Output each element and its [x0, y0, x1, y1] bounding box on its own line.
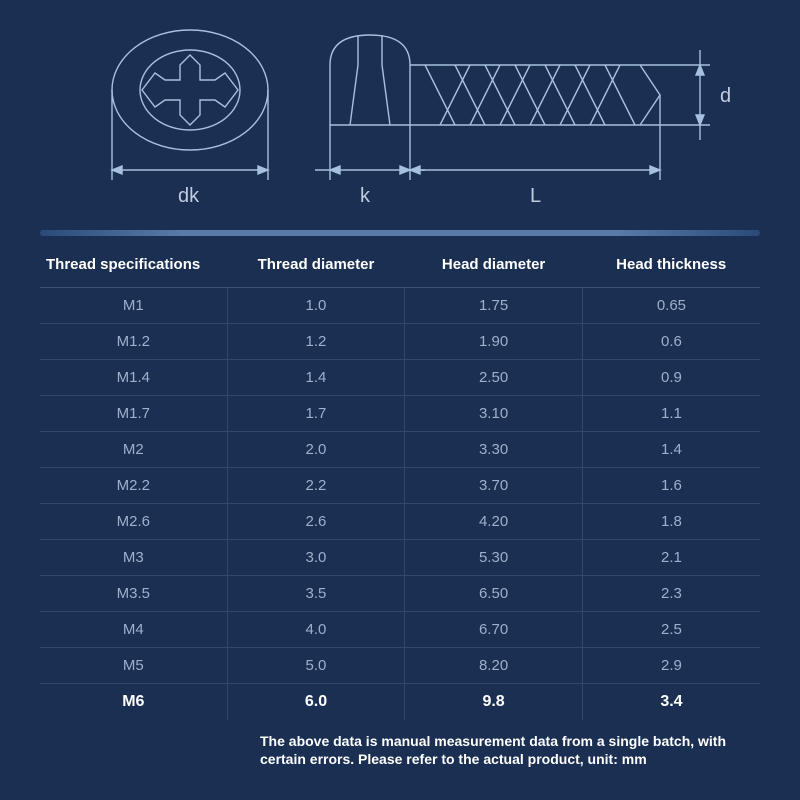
table-cell: 2.5	[582, 612, 760, 648]
table-row: M44.06.702.5	[40, 612, 760, 648]
table-cell: 8.20	[405, 648, 583, 684]
table-cell: 1.8	[582, 504, 760, 540]
col-thread-diameter: Thread diameter	[227, 246, 405, 288]
table-cell: 9.8	[405, 684, 583, 721]
table-cell: 6.50	[405, 576, 583, 612]
col-head-diameter: Head diameter	[405, 246, 583, 288]
table-row: M33.05.302.1	[40, 540, 760, 576]
label-L: L	[530, 185, 541, 208]
table-cell: M2.2	[40, 468, 227, 504]
label-d: d	[720, 85, 731, 108]
table-cell: 2.6	[227, 504, 405, 540]
table-cell: 1.1	[582, 396, 760, 432]
table-cell: 1.75	[405, 288, 583, 324]
table-cell: 1.4	[582, 432, 760, 468]
table-cell: M6	[40, 684, 227, 721]
table-row: M55.08.202.9	[40, 648, 760, 684]
table-cell: 2.9	[582, 648, 760, 684]
table-cell: 1.7	[227, 396, 405, 432]
table-cell: 5.0	[227, 648, 405, 684]
table-row: M22.03.301.4	[40, 432, 760, 468]
table-cell: 0.9	[582, 360, 760, 396]
table-cell: 0.6	[582, 324, 760, 360]
table-cell: 2.2	[227, 468, 405, 504]
table-row: M11.01.750.65	[40, 288, 760, 324]
table-cell: 1.0	[227, 288, 405, 324]
table-cell: M2.6	[40, 504, 227, 540]
table-cell: 1.4	[227, 360, 405, 396]
spec-table-wrap: Thread specifications Thread diameter He…	[0, 236, 800, 720]
table-cell: 1.90	[405, 324, 583, 360]
table-row: M1.21.21.900.6	[40, 324, 760, 360]
footnote: The above data is manual measurement dat…	[0, 720, 800, 768]
table-cell: 0.65	[582, 288, 760, 324]
table-cell: 3.0	[227, 540, 405, 576]
table-cell: 3.10	[405, 396, 583, 432]
col-thread-spec: Thread specifications	[40, 246, 227, 288]
screw-side-view	[310, 10, 730, 220]
table-cell: 2.0	[227, 432, 405, 468]
table-cell: M3.5	[40, 576, 227, 612]
table-header-row: Thread specifications Thread diameter He…	[40, 246, 760, 288]
table-row: M1.71.73.101.1	[40, 396, 760, 432]
table-row: M2.62.64.201.8	[40, 504, 760, 540]
table-cell: M2	[40, 432, 227, 468]
table-cell: 3.70	[405, 468, 583, 504]
col-head-thickness: Head thickness	[582, 246, 760, 288]
table-cell: 6.70	[405, 612, 583, 648]
table-cell: 1.2	[227, 324, 405, 360]
table-cell: 2.3	[582, 576, 760, 612]
table-cell: 3.30	[405, 432, 583, 468]
table-cell: 2.50	[405, 360, 583, 396]
table-cell: M1.2	[40, 324, 227, 360]
table-cell: 3.5	[227, 576, 405, 612]
table-row: M2.22.23.701.6	[40, 468, 760, 504]
table-cell: 4.20	[405, 504, 583, 540]
table-row: M66.09.83.4	[40, 684, 760, 721]
table-cell: M1	[40, 288, 227, 324]
table-cell: 3.4	[582, 684, 760, 721]
table-cell: M5	[40, 648, 227, 684]
table-cell: 1.6	[582, 468, 760, 504]
screw-diagram: dk	[0, 0, 800, 230]
label-dk: dk	[178, 185, 199, 208]
table-cell: 4.0	[227, 612, 405, 648]
label-k: k	[360, 185, 370, 208]
table-cell: 6.0	[227, 684, 405, 721]
table-row: M1.41.42.500.9	[40, 360, 760, 396]
table-cell: M1.7	[40, 396, 227, 432]
table-cell: 2.1	[582, 540, 760, 576]
table-cell: M3	[40, 540, 227, 576]
spec-table: Thread specifications Thread diameter He…	[40, 246, 760, 720]
table-cell: M4	[40, 612, 227, 648]
table-row: M3.53.56.502.3	[40, 576, 760, 612]
table-cell: 5.30	[405, 540, 583, 576]
table-cell: M1.4	[40, 360, 227, 396]
